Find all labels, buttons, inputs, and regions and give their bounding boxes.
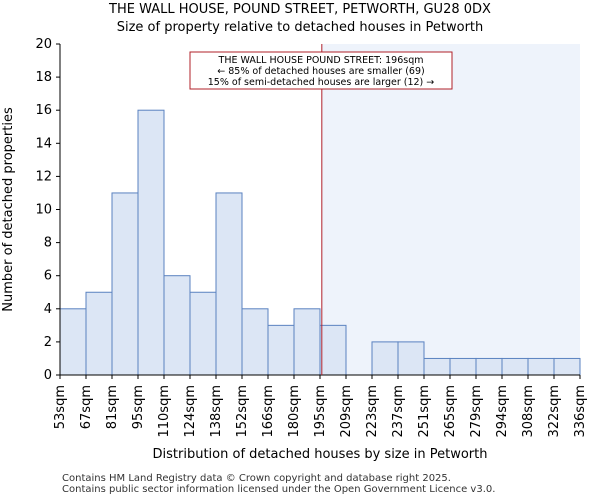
y-tick-label: 8 xyxy=(44,236,52,251)
bar xyxy=(163,275,191,376)
highlight-region xyxy=(321,44,580,375)
x-axis-title: Distribution of detached houses by size … xyxy=(153,447,488,462)
footer-line-1: Contains HM Land Registry data © Crown c… xyxy=(62,473,451,484)
x-tick-label: 223sqm xyxy=(365,385,380,438)
x-tick-label: 166sqm xyxy=(261,385,276,438)
annotation-box xyxy=(189,51,453,90)
chart-title: THE WALL HOUSE, POUND STREET, PETWORTH, … xyxy=(109,2,491,17)
y-tick-label: 10 xyxy=(35,203,52,218)
x-tick-label: 152sqm xyxy=(235,385,250,438)
x-tick-label: 294sqm xyxy=(495,385,510,438)
bar xyxy=(449,357,477,376)
x-tick-label: 180sqm xyxy=(287,385,302,438)
x-tick-label: 251sqm xyxy=(417,385,432,438)
bar xyxy=(293,308,321,376)
x-tick-label: 322sqm xyxy=(547,385,562,438)
bar xyxy=(475,357,503,376)
bar xyxy=(501,357,529,376)
bar xyxy=(397,341,425,376)
bar xyxy=(189,291,217,376)
bar xyxy=(267,324,295,376)
annotation-line-3: 15% of semi-detached houses are larger (… xyxy=(208,77,435,88)
y-tick-label: 6 xyxy=(44,269,52,284)
x-tick-label: 95sqm xyxy=(131,385,146,429)
x-tick-label: 67sqm xyxy=(79,385,94,429)
y-tick-label: 4 xyxy=(44,302,52,317)
x-tick-label: 279sqm xyxy=(469,385,484,438)
x-tick-label: 124sqm xyxy=(183,385,198,438)
y-axis-title: Number of detached properties xyxy=(1,107,16,312)
bar xyxy=(59,308,87,376)
y-tick-label: 16 xyxy=(35,103,52,118)
x-tick-label: 138sqm xyxy=(209,385,224,438)
bar xyxy=(85,291,113,376)
bar xyxy=(111,192,139,376)
bar xyxy=(527,357,555,376)
bar xyxy=(319,324,347,376)
y-tick-label: 2 xyxy=(44,335,52,350)
x-tick-label: 209sqm xyxy=(339,385,354,438)
x-tick-label: 53sqm xyxy=(53,385,68,429)
bar xyxy=(215,192,243,376)
bar xyxy=(553,357,581,376)
footer-line-2: Contains public sector information licen… xyxy=(62,484,496,495)
y-tick-label: 0 xyxy=(44,368,52,383)
bar xyxy=(371,341,399,376)
y-tick-label: 18 xyxy=(35,70,52,85)
y-tick-label: 14 xyxy=(35,136,52,151)
bar xyxy=(423,357,451,376)
x-tick-label: 110sqm xyxy=(157,385,172,438)
y-tick-label: 20 xyxy=(35,37,52,52)
annotation-line-2: ← 85% of detached houses are smaller (69… xyxy=(217,66,424,77)
x-tick-label: 308sqm xyxy=(521,385,536,438)
x-tick-label: 265sqm xyxy=(443,385,458,438)
x-tick-label: 195sqm xyxy=(313,385,328,438)
bar xyxy=(137,109,165,376)
bar xyxy=(241,308,269,376)
x-tick-label: 81sqm xyxy=(105,385,120,429)
chart-subtitle: Size of property relative to detached ho… xyxy=(116,20,484,35)
annotation-line-1: THE WALL HOUSE POUND STREET: 196sqm xyxy=(218,55,424,66)
x-tick-label: 237sqm xyxy=(391,385,406,438)
y-tick-label: 12 xyxy=(35,169,52,184)
x-tick-label: 336sqm xyxy=(573,385,588,438)
